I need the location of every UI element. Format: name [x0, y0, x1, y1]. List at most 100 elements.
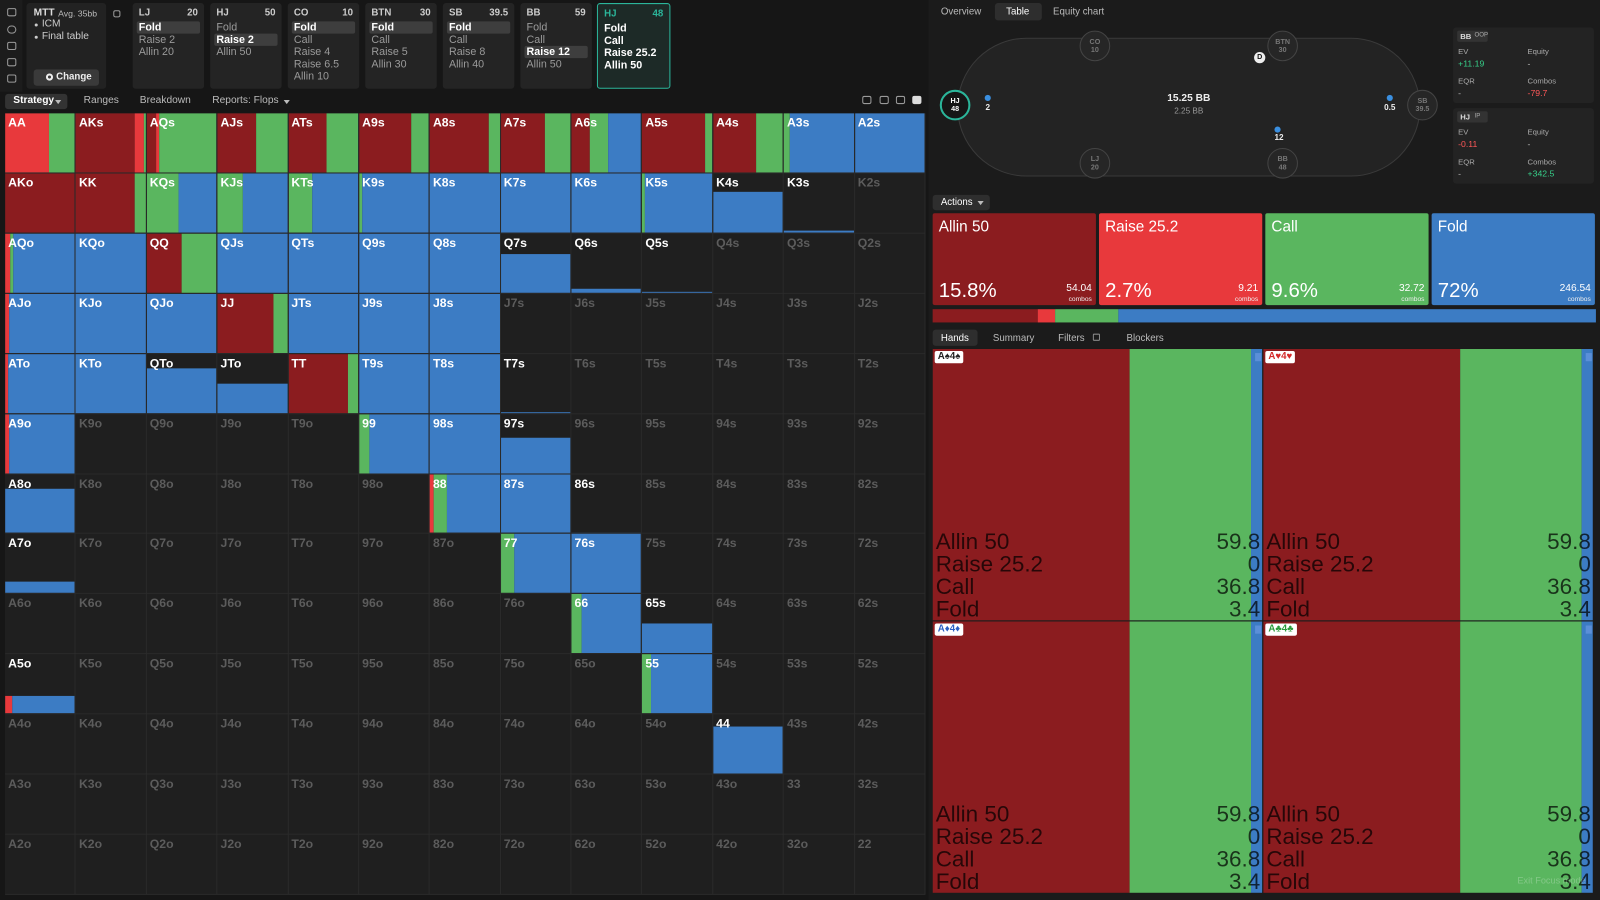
position-option[interactable]: Fold: [293, 21, 317, 34]
icon[interactable]: [879, 95, 889, 105]
hand-cell[interactable]: KQs: [146, 173, 217, 233]
hand-card[interactable]: A♦4♦ Allin 50 59.8 Raise 25.2 0 Call 36.8 Fold 3…: [932, 621, 1263, 893]
icon[interactable]: [7, 41, 17, 50]
hand-cell[interactable]: A9s: [359, 113, 429, 173]
hand-cell[interactable]: AQo: [5, 233, 75, 293]
hand-cell[interactable]: T5s: [642, 353, 713, 413]
hand-cell[interactable]: 62s: [854, 594, 925, 654]
seat[interactable]: BTN 30: [1267, 30, 1298, 62]
hand-cell[interactable]: A2o: [5, 834, 75, 894]
change-button[interactable]: Change: [33, 69, 99, 86]
hand-cell[interactable]: 54s: [713, 654, 783, 714]
hand-cell[interactable]: J7s: [500, 293, 571, 353]
hand-cell[interactable]: T2s: [854, 353, 925, 413]
hand-cell[interactable]: K9o: [75, 413, 146, 473]
hand-cell[interactable]: Q7o: [146, 534, 217, 594]
hand-cell[interactable]: 74o: [500, 714, 571, 774]
hand-cell[interactable]: A4s: [713, 113, 783, 173]
action-card[interactable]: Raise 25.2 2.7% 9.21 combos: [1098, 213, 1263, 306]
hand-cell[interactable]: J8o: [217, 474, 288, 534]
hand-cell[interactable]: 85o: [429, 654, 500, 714]
hand-cell[interactable]: Q8s: [429, 233, 500, 293]
position-option[interactable]: Allin 10: [293, 70, 330, 83]
icon[interactable]: [7, 58, 17, 67]
hand-tab[interactable]: Blockers: [1119, 330, 1170, 346]
hand-cell[interactable]: A8o: [5, 474, 75, 534]
position-option[interactable]: Call: [293, 33, 313, 46]
hand-cell[interactable]: 95s: [642, 413, 713, 473]
hand-cell[interactable]: 93o: [359, 774, 429, 834]
position-option[interactable]: Fold: [448, 21, 472, 34]
position-option[interactable]: Allin 50: [526, 58, 562, 71]
hand-cell[interactable]: 65o: [571, 654, 642, 714]
hand-cell[interactable]: 92s: [854, 413, 925, 473]
hand-cell[interactable]: 83s: [783, 474, 854, 534]
hand-cell[interactable]: 65s: [642, 594, 713, 654]
position-box[interactable]: HJ 50 Fold Raise 2 Allin 50: [210, 3, 282, 89]
hand-cell[interactable]: 76o: [500, 594, 571, 654]
hand-cell[interactable]: 64s: [713, 594, 783, 654]
position-option[interactable]: Fold: [604, 22, 627, 35]
hand-cell[interactable]: J7o: [217, 534, 288, 594]
hand-cell[interactable]: 53s: [783, 654, 854, 714]
hand-cell[interactable]: A6s: [571, 113, 642, 173]
hand-cell[interactable]: 73o: [500, 774, 571, 834]
position-option[interactable]: Allin 30: [371, 58, 407, 71]
hand-cell[interactable]: T9o: [288, 413, 359, 473]
hand-cell[interactable]: T6s: [571, 353, 642, 413]
hand-cell[interactable]: KTs: [288, 173, 359, 233]
link-icon[interactable]: [113, 10, 121, 18]
seat[interactable]: BB 48: [1267, 147, 1298, 179]
seat[interactable]: HJ 48: [939, 89, 971, 121]
position-option[interactable]: Fold: [526, 21, 548, 34]
icon[interactable]: [7, 74, 17, 83]
hand-cell[interactable]: KK: [75, 173, 146, 233]
hand-tab[interactable]: Filters: [1051, 330, 1102, 346]
hand-tab[interactable]: Hands: [932, 329, 978, 346]
hand-cell[interactable]: K8o: [75, 474, 146, 534]
icon[interactable]: [895, 95, 906, 105]
hand-cell[interactable]: 72s: [854, 534, 925, 594]
hand-cell[interactable]: A3o: [5, 774, 75, 834]
hand-cell[interactable]: K5s: [642, 173, 713, 233]
hand-cell[interactable]: A3s: [783, 113, 854, 173]
hand-cell[interactable]: K5o: [75, 654, 146, 714]
hand-cell[interactable]: AQs: [146, 113, 217, 173]
position-option[interactable]: Allin 50: [216, 45, 252, 59]
hand-cell[interactable]: Q2o: [146, 834, 217, 894]
hand-cell[interactable]: 83o: [429, 774, 500, 834]
hand-cell[interactable]: 95o: [359, 654, 429, 714]
hand-cell[interactable]: ATs: [288, 113, 359, 173]
hand-cell[interactable]: J3o: [217, 774, 288, 834]
position-option[interactable]: Call: [604, 34, 624, 47]
hand-cell[interactable]: 93s: [783, 413, 854, 473]
hand-cell[interactable]: QJo: [146, 293, 217, 353]
hand-cell[interactable]: 74s: [713, 534, 783, 594]
hand-cell[interactable]: 82o: [429, 834, 500, 894]
hand-cell[interactable]: K3s: [783, 173, 854, 233]
hand-cell[interactable]: J3s: [783, 293, 854, 353]
hand-cell[interactable]: QJs: [217, 233, 288, 293]
hand-cell[interactable]: K9s: [359, 173, 429, 233]
position-option[interactable]: Raise 2: [138, 33, 176, 46]
action-card[interactable]: Fold 72% 246.54 combos: [1431, 213, 1595, 306]
position-option[interactable]: Call: [526, 33, 545, 46]
position-option[interactable]: Allin 40: [448, 58, 485, 71]
hand-cell[interactable]: 62o: [571, 834, 642, 894]
hand-cell[interactable]: KJs: [217, 173, 288, 233]
hand-cell[interactable]: Q4s: [713, 233, 783, 293]
hand-cell[interactable]: 73s: [783, 534, 854, 594]
hand-cell[interactable]: 86o: [429, 594, 500, 654]
hand-cell[interactable]: KJo: [75, 293, 146, 353]
hand-cell[interactable]: K8s: [429, 173, 500, 233]
hand-cell[interactable]: Q7s: [500, 233, 571, 293]
hand-cell[interactable]: Q5s: [642, 233, 713, 293]
hand-cell[interactable]: 55: [642, 654, 713, 714]
hand-cell[interactable]: 94o: [359, 714, 429, 774]
position-option[interactable]: Allin 50: [604, 59, 643, 72]
hand-cell[interactable]: T2o: [288, 834, 359, 894]
action-card[interactable]: Call 9.6% 32.72 combos: [1265, 213, 1429, 306]
hand-cell[interactable]: 66: [571, 594, 642, 654]
hand-cell[interactable]: A8s: [429, 113, 500, 173]
hand-cell[interactable]: 84o: [429, 714, 500, 774]
